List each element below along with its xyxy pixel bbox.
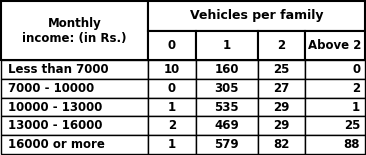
Text: 160: 160 (214, 63, 239, 76)
Bar (196, 60, 258, 79)
Bar (1, 1, 148, 60)
Bar (148, 31, 196, 60)
Text: 0: 0 (352, 63, 360, 76)
Bar (148, 116, 196, 135)
Bar (196, 116, 258, 135)
Text: 16000 or more: 16000 or more (8, 138, 105, 151)
Bar (305, 60, 365, 79)
Bar (196, 98, 258, 116)
Bar (148, 79, 196, 98)
Text: 1: 1 (352, 100, 360, 113)
Bar (196, 135, 258, 154)
Text: 1: 1 (168, 138, 176, 151)
Bar (1, 79, 148, 98)
Bar (196, 79, 258, 98)
Bar (148, 1, 365, 31)
Text: 10000 - 13000: 10000 - 13000 (8, 100, 103, 113)
Bar (258, 60, 305, 79)
Text: Vehicles per family: Vehicles per family (190, 9, 323, 22)
Text: 469: 469 (214, 119, 239, 132)
Bar (148, 135, 196, 154)
Bar (258, 79, 305, 98)
Bar (305, 79, 365, 98)
Text: 1: 1 (223, 39, 231, 52)
Text: 88: 88 (344, 138, 360, 151)
Text: 82: 82 (273, 138, 290, 151)
Text: 0: 0 (168, 39, 176, 52)
Bar (305, 98, 365, 116)
Bar (1, 98, 148, 116)
Text: 25: 25 (273, 63, 290, 76)
Bar (305, 135, 365, 154)
Text: 0: 0 (168, 82, 176, 95)
Bar (258, 98, 305, 116)
Bar (1, 116, 148, 135)
Bar (258, 31, 305, 60)
Text: 29: 29 (273, 119, 290, 132)
Text: Less than 7000: Less than 7000 (8, 63, 109, 76)
Bar (1, 60, 148, 79)
Bar (258, 116, 305, 135)
Bar (196, 31, 258, 60)
Text: Monthly
income: (in Rs.): Monthly income: (in Rs.) (22, 16, 127, 44)
Text: 535: 535 (214, 100, 239, 113)
Text: 27: 27 (273, 82, 290, 95)
Text: 25: 25 (344, 119, 360, 132)
Text: 579: 579 (214, 138, 239, 151)
Bar (148, 98, 196, 116)
Text: 2: 2 (352, 82, 360, 95)
Text: 2: 2 (277, 39, 285, 52)
Text: Above 2: Above 2 (309, 39, 362, 52)
Bar (148, 60, 196, 79)
Bar (1, 135, 148, 154)
Bar (305, 116, 365, 135)
Text: 2: 2 (168, 119, 176, 132)
Text: 29: 29 (273, 100, 290, 113)
Bar (258, 135, 305, 154)
Text: 13000 - 16000: 13000 - 16000 (8, 119, 103, 132)
Bar (305, 31, 365, 60)
Text: 10: 10 (164, 63, 180, 76)
Text: 305: 305 (214, 82, 239, 95)
Text: 7000 - 10000: 7000 - 10000 (8, 82, 94, 95)
Text: 1: 1 (168, 100, 176, 113)
